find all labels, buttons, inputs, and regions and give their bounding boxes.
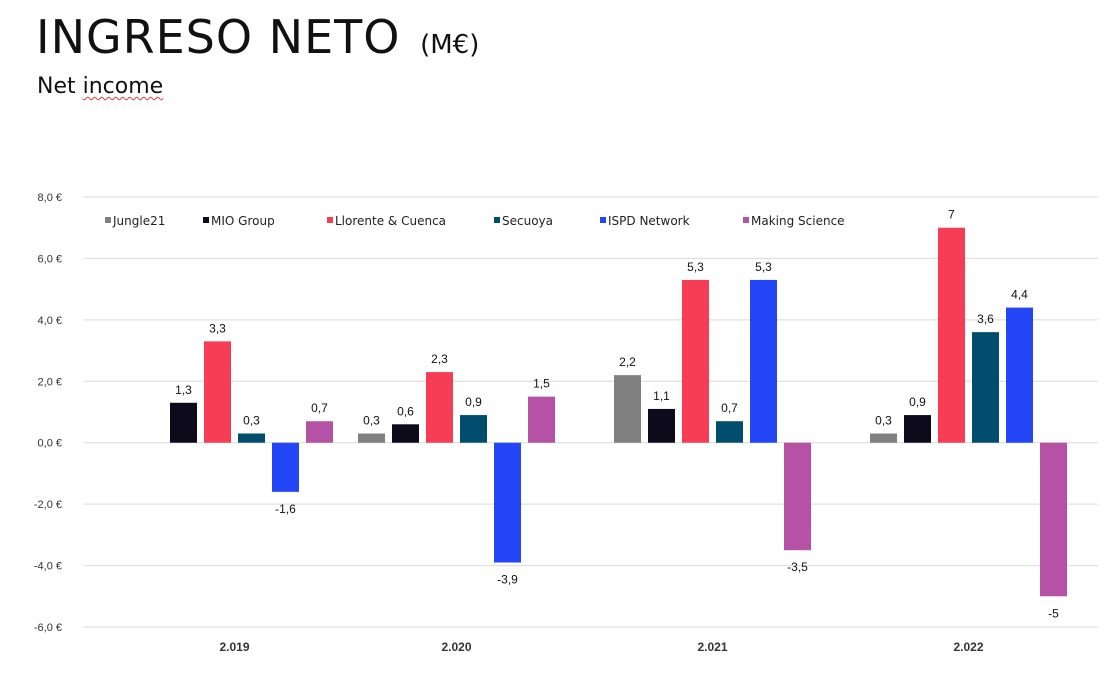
data-label: 0,7 (721, 401, 738, 415)
data-label: -3,9 (497, 573, 518, 587)
bar-llorente-cuenca-2021 (682, 279, 709, 443)
legend-swatch (743, 217, 749, 223)
bar-secuoya-2019 (238, 433, 265, 443)
data-label: 0,9 (909, 395, 926, 409)
bar-secuoya-2021 (716, 421, 743, 443)
legend-label: Llorente & Cuenca (335, 214, 446, 228)
bar-making-science-2019 (306, 421, 333, 443)
legend-label: Making Science (751, 214, 845, 228)
x-axis: 2.019 2.020 2.021 2.022 (219, 640, 983, 654)
data-label: 0,7 (311, 401, 328, 415)
bar-mio-group-2020 (392, 424, 419, 443)
chart-subtitle-word-net: Net (37, 74, 76, 99)
data-label: 3,3 (209, 321, 226, 335)
bar-jungle21-2020 (358, 433, 385, 443)
bar-ispd-network-2019 (272, 442, 299, 492)
data-label: -1,6 (275, 502, 296, 516)
chart-title: INGRESO NETO (M€) (36, 14, 479, 60)
bar-ispd-network-2021 (750, 279, 777, 443)
data-label: -5 (1048, 606, 1059, 620)
legend-swatch (327, 217, 333, 223)
x-tick-label: 2.021 (697, 640, 727, 654)
legend-label: Jungle21 (112, 214, 165, 228)
data-label: 3,6 (977, 312, 994, 326)
legend: Jungle21 MIO Group Llorente & Cuenca Secuoy… (105, 214, 845, 228)
bar-jungle21-2021 (614, 375, 641, 443)
y-tick-label: 6,0 € (38, 253, 62, 265)
data-label: 5,3 (687, 260, 704, 274)
data-label: 1,1 (653, 389, 670, 403)
bar-ispd-network-2020 (494, 442, 521, 563)
data-label: 0,3 (875, 414, 892, 428)
y-tick-label: -2,0 € (34, 499, 62, 511)
y-tick-label: -6,0 € (34, 622, 62, 634)
legend-label: ISPD Network (608, 214, 690, 228)
bar-llorente-cuenca-2020 (426, 372, 453, 443)
bar-mio-group-2019 (170, 402, 197, 443)
legend-swatch (105, 217, 111, 223)
legend-swatch (494, 217, 500, 223)
x-tick-label: 2.019 (219, 640, 249, 654)
legend-swatch (203, 217, 209, 223)
bar-making-science-2021 (784, 442, 811, 551)
x-tick-label: 2.020 (441, 640, 471, 654)
legend-swatch (600, 217, 606, 223)
data-label: 1,5 (533, 377, 550, 391)
y-tick-label: 2,0 € (38, 376, 62, 388)
data-label: 5,3 (755, 260, 772, 274)
chart-subtitle: Net income (37, 76, 163, 98)
chart-title-main: INGRESO NETO (36, 10, 401, 64)
chart-title-unit: (M€) (420, 30, 480, 60)
y-tick-label: 8,0 € (38, 192, 62, 204)
bar-secuoya-2020 (460, 415, 487, 443)
bar-making-science-2020 (528, 396, 555, 443)
y-tick-label: 0,0 € (38, 438, 62, 450)
chart-subtitle-word-income: income (82, 74, 164, 99)
bar-llorente-cuenca-2019 (204, 341, 231, 443)
data-label: 2,3 (431, 352, 448, 366)
y-tick-label: -4,0 € (34, 561, 62, 573)
data-label: 0,6 (397, 404, 414, 418)
bar-making-science-2022 (1040, 442, 1067, 597)
data-label: 4,4 (1011, 288, 1028, 302)
y-tick-label: 4,0 € (38, 315, 62, 327)
data-labels: 0,3 2,2 0,3 1,3 0,6 1,1 0,9 3,3 2,3 5,3 7 0,3 0,9 0,7… (175, 208, 1059, 621)
data-label: 1,3 (175, 383, 192, 397)
x-tick-label: 2.022 (953, 640, 983, 654)
data-label: 0,9 (465, 395, 482, 409)
bar-llorente-cuenca-2022 (938, 227, 965, 443)
data-label: 0,3 (363, 414, 380, 428)
bar-ispd-network-2022 (1006, 307, 1033, 443)
bar-mio-group-2022 (904, 415, 931, 443)
y-axis: 8,0 € 6,0 € 4,0 € 2,0 € 0,0 € -2,0 € -4,0 € -6,… (34, 192, 62, 634)
data-label: 0,3 (243, 414, 260, 428)
bar-mio-group-2021 (648, 408, 675, 443)
data-label: -3,5 (787, 560, 808, 574)
bar-secuoya-2022 (972, 332, 999, 443)
legend-label: Secuoya (502, 214, 553, 228)
bar-jungle21-2022 (870, 433, 897, 443)
legend-label: MIO Group (211, 214, 275, 228)
data-label: 7 (948, 208, 955, 222)
bars (170, 227, 1067, 597)
data-label: 2,2 (619, 355, 636, 369)
